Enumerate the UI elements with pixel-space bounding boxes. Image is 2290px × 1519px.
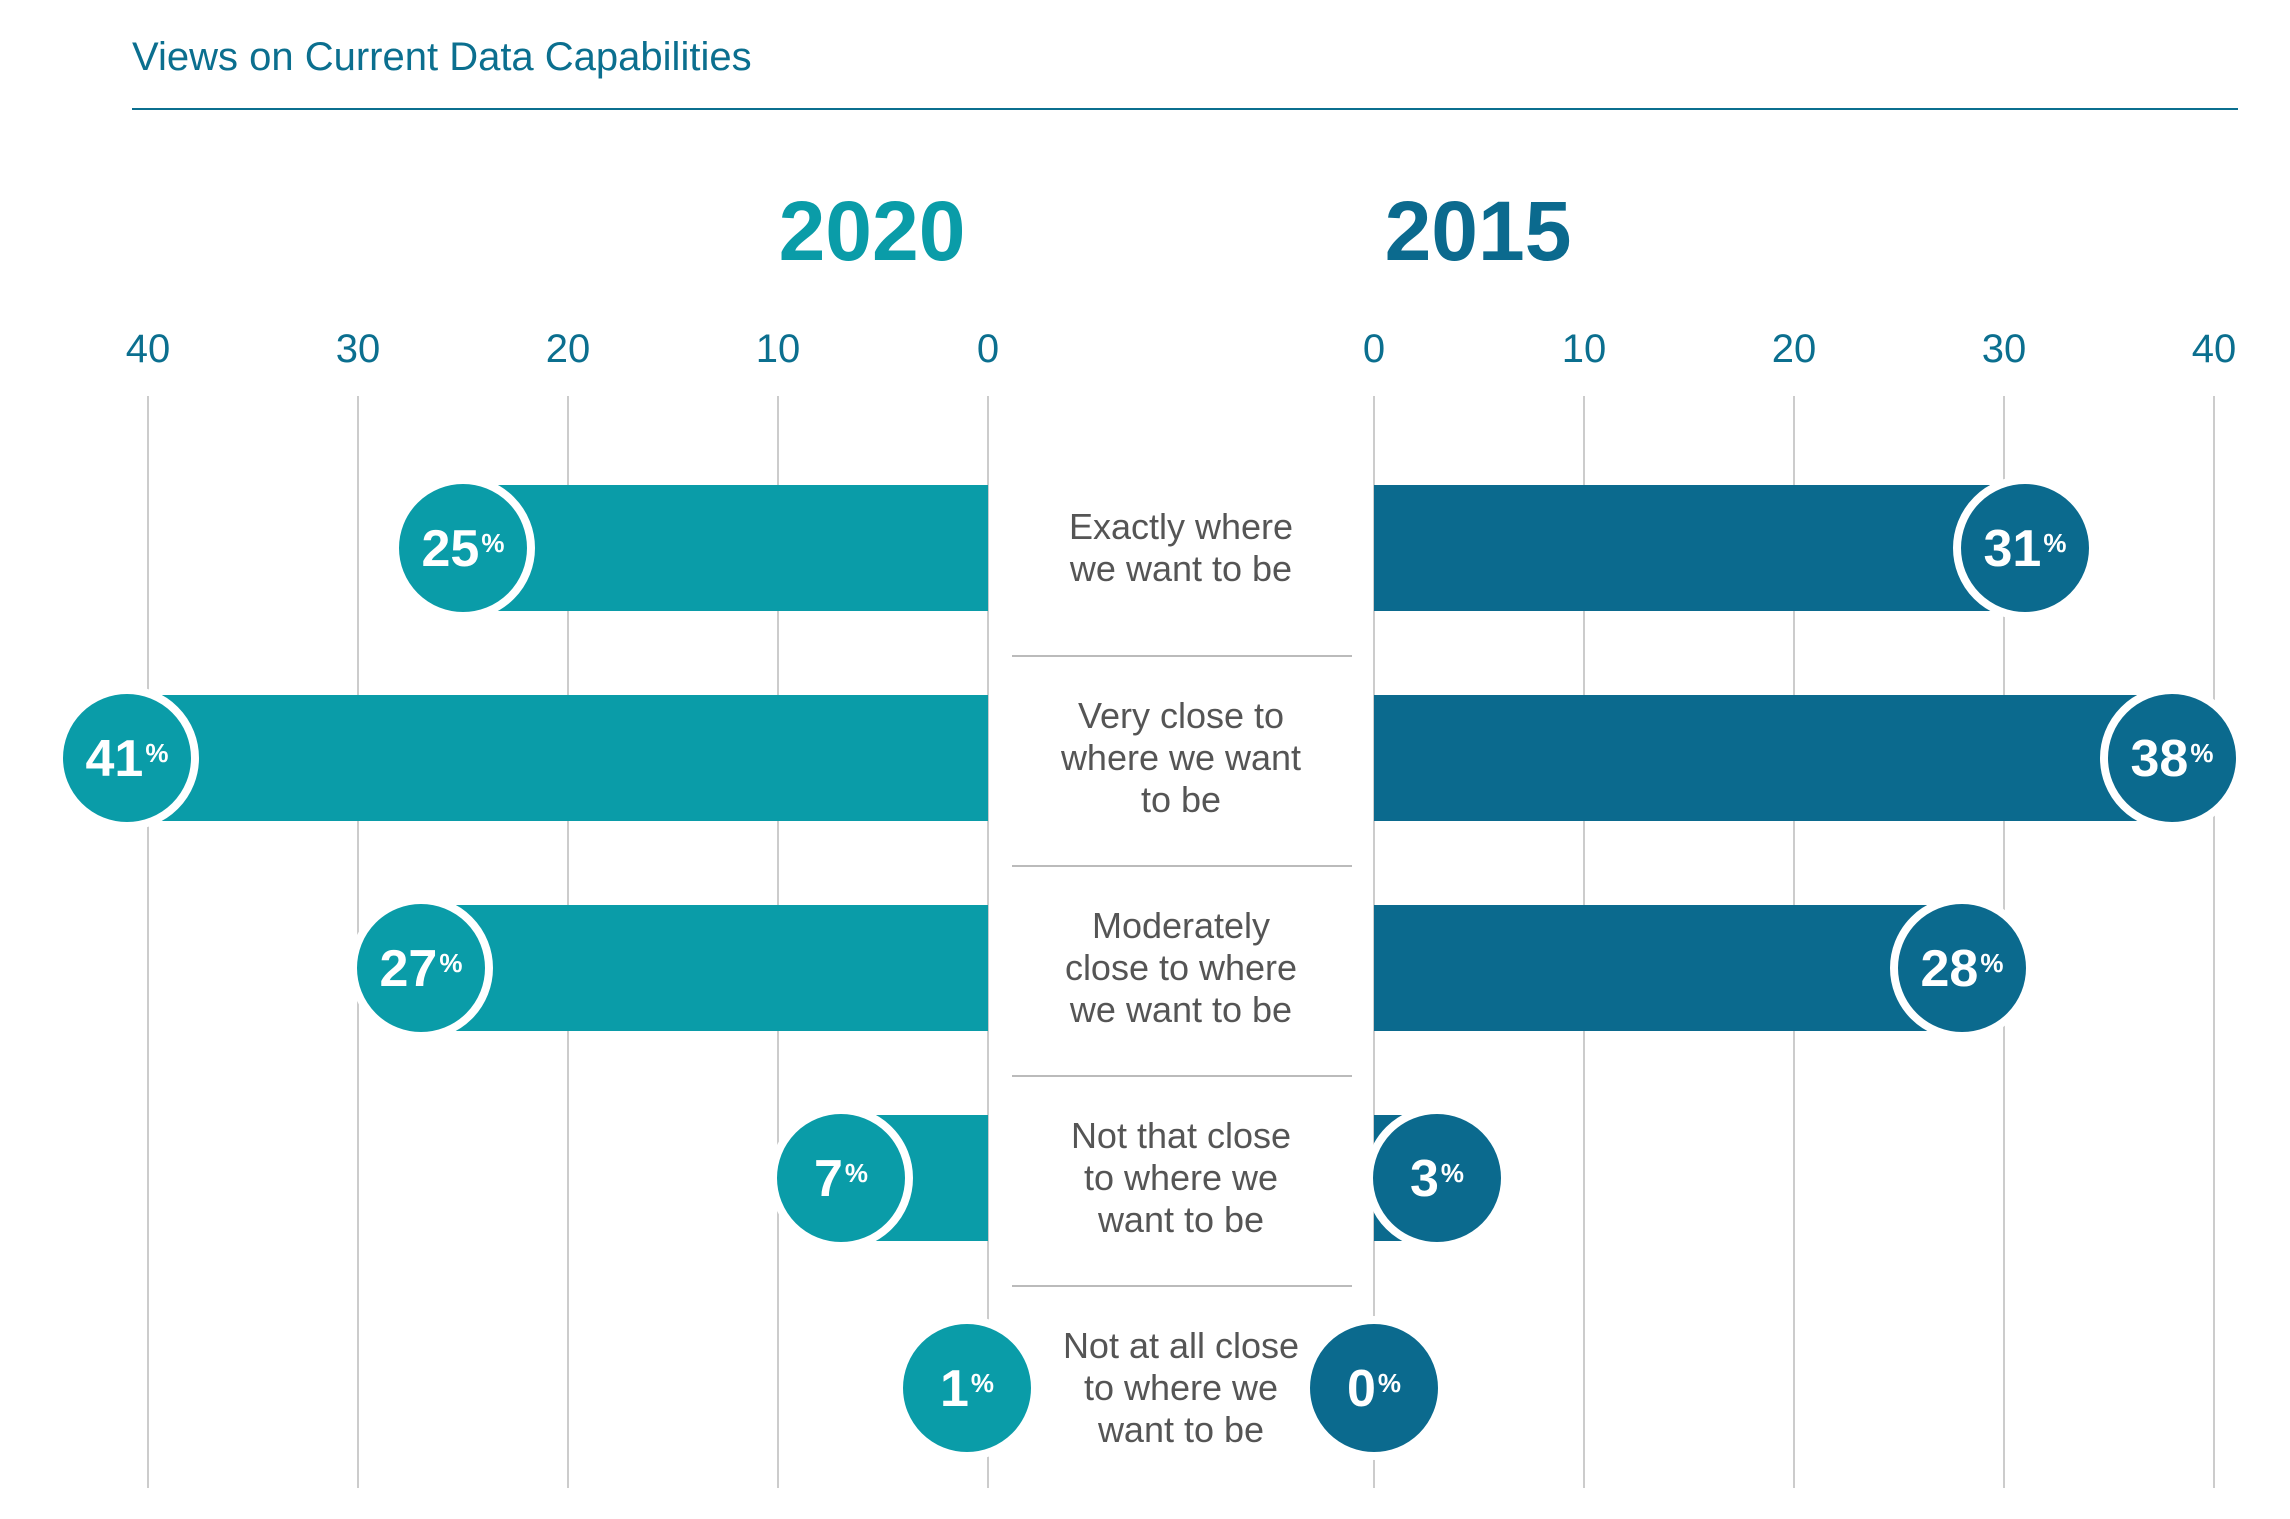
series-label-2020: 2020 (779, 184, 966, 278)
value-label-2015: 28% (1921, 940, 2004, 998)
value-label-2020: 27% (380, 940, 463, 998)
tick-label-right-30: 30 (1982, 327, 2027, 371)
category-label: Not at all close to where we want to be (1063, 1325, 1299, 1450)
value-label-2020: 1% (940, 1360, 994, 1418)
value-badge-2020 (391, 476, 535, 620)
value-badge-2015 (1953, 476, 2097, 620)
category-separators (1012, 655, 1352, 1287)
value-badge-2015 (1302, 1316, 1446, 1460)
value-label-2015: 3% (1410, 1150, 1464, 1208)
value-badge-2020 (895, 1316, 1039, 1460)
tick-label-left-30: 30 (336, 327, 381, 371)
value-badge-2020 (769, 1106, 913, 1250)
tick-label-left-40: 40 (126, 327, 171, 371)
bar-2020 (463, 485, 988, 611)
bar-2015 (1374, 905, 1962, 1031)
axis-ticks: 0 0 10 10 20 20 30 30 40 40 (126, 327, 2237, 371)
tick-label-right-10: 10 (1562, 327, 1607, 371)
value-label-2020: 41% (86, 730, 169, 788)
tick-label-left-10: 10 (756, 327, 801, 371)
bar-2015 (1374, 485, 2025, 611)
value-label-2015: 38% (2131, 730, 2214, 788)
category-label: Not that close to where we want to be (1071, 1115, 1291, 1240)
value-label-2020: 7% (814, 1150, 868, 1208)
bars: 25% 31% 41% 38% 27% 28% 7% 3% 1% 0% (55, 476, 2244, 1460)
category-label: Exactly where we want to be (1069, 506, 1293, 589)
value-badge-2020 (349, 896, 493, 1040)
value-badge-2015 (1365, 1106, 1509, 1250)
tick-label-right-0: 0 (1363, 327, 1385, 371)
bar-2020 (421, 905, 988, 1031)
category-labels: Exactly where we want to be Very close to w… (1060, 506, 1301, 1450)
tick-label-left-20: 20 (546, 327, 591, 371)
value-label-2015: 0% (1347, 1360, 1401, 1418)
tick-label-right-40: 40 (2192, 327, 2237, 371)
value-label-2020: 25% (422, 520, 505, 578)
value-badge-2020 (55, 686, 199, 830)
tick-label-right-20: 20 (1772, 327, 1817, 371)
bar-2015 (1374, 695, 2172, 821)
category-label: Very close to where we want to be (1060, 695, 1301, 820)
bar-2020 (127, 695, 988, 821)
value-label-2015: 31% (1984, 520, 2067, 578)
value-badge-2015 (1890, 896, 2034, 1040)
value-badge-2015 (2100, 686, 2244, 830)
tick-label-left-0: 0 (977, 327, 999, 371)
category-label: Moderately close to where we want to be (1065, 905, 1297, 1030)
series-label-2015: 2015 (1385, 184, 1572, 278)
chart-title: Views on Current Data Capabilities (132, 35, 752, 79)
